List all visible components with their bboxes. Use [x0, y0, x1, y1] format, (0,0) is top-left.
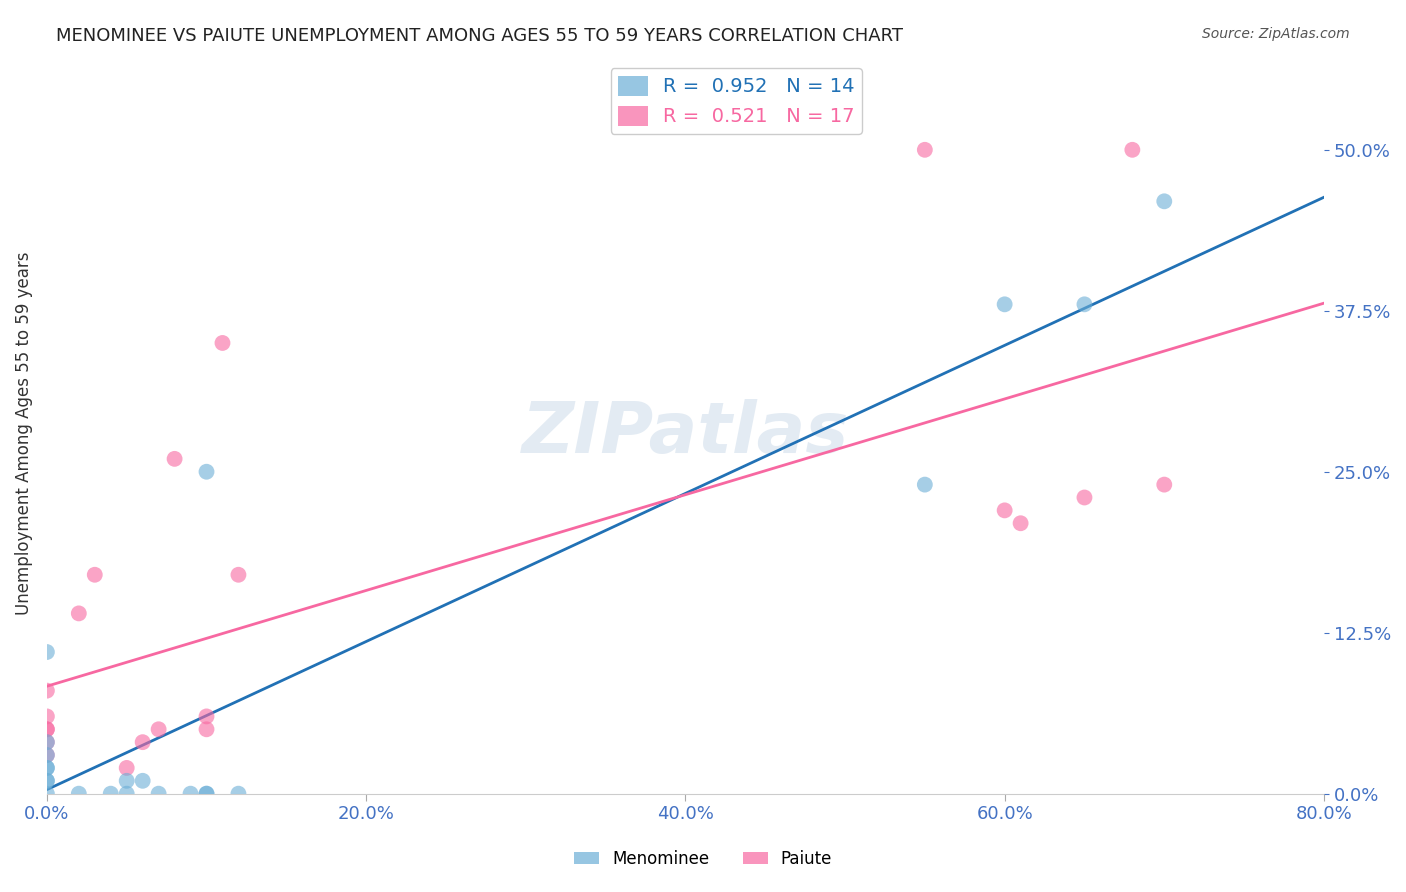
Point	[994, 503, 1017, 517]
Point	[35, 723, 58, 737]
Legend: R =  0.952   N = 14, R =  0.521   N = 17: R = 0.952 N = 14, R = 0.521 N = 17	[610, 68, 862, 134]
Point	[35, 773, 58, 788]
Point	[914, 477, 936, 491]
Point	[994, 297, 1017, 311]
Point	[163, 451, 186, 466]
Point	[1073, 297, 1095, 311]
Point	[211, 335, 233, 350]
Point	[1073, 491, 1095, 505]
Point	[195, 465, 218, 479]
Text: ZIPatlas: ZIPatlas	[522, 399, 849, 467]
Point	[1153, 194, 1175, 209]
Point	[83, 567, 105, 582]
Point	[35, 761, 58, 775]
Point	[100, 787, 122, 801]
Point	[148, 787, 170, 801]
Point	[228, 567, 250, 582]
Point	[115, 787, 138, 801]
Point	[115, 761, 138, 775]
Point	[115, 773, 138, 788]
Text: Source: ZipAtlas.com: Source: ZipAtlas.com	[1202, 27, 1350, 41]
Point	[195, 787, 218, 801]
Y-axis label: Unemployment Among Ages 55 to 59 years: Unemployment Among Ages 55 to 59 years	[15, 252, 32, 615]
Point	[35, 709, 58, 723]
Point	[35, 773, 58, 788]
Point	[195, 709, 218, 723]
Point	[35, 747, 58, 762]
Point	[228, 787, 250, 801]
Point	[1010, 516, 1032, 531]
Point	[35, 787, 58, 801]
Point	[67, 607, 90, 621]
Point	[67, 787, 90, 801]
Point	[1121, 143, 1143, 157]
Point	[914, 143, 936, 157]
Point	[131, 735, 153, 749]
Text: MENOMINEE VS PAIUTE UNEMPLOYMENT AMONG AGES 55 TO 59 YEARS CORRELATION CHART: MENOMINEE VS PAIUTE UNEMPLOYMENT AMONG A…	[56, 27, 903, 45]
Point	[148, 723, 170, 737]
Point	[35, 723, 58, 737]
Point	[35, 761, 58, 775]
Point	[195, 787, 218, 801]
Point	[35, 747, 58, 762]
Point	[1153, 477, 1175, 491]
Point	[35, 735, 58, 749]
Point	[131, 773, 153, 788]
Legend: Menominee, Paiute: Menominee, Paiute	[567, 844, 839, 875]
Point	[35, 645, 58, 659]
Point	[180, 787, 202, 801]
Point	[35, 683, 58, 698]
Point	[195, 723, 218, 737]
Point	[35, 735, 58, 749]
